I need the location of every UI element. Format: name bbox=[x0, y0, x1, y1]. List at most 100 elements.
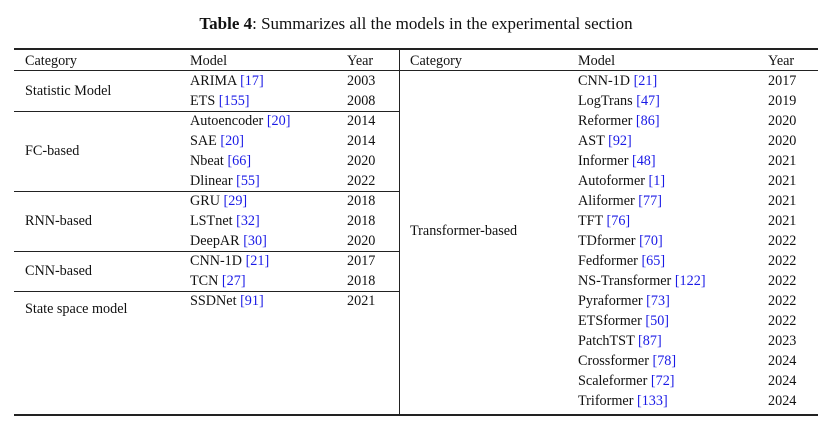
citation-link[interactable]: [20] bbox=[220, 133, 244, 149]
citation-link[interactable]: [32] bbox=[236, 213, 260, 229]
table-row-model: TDformer [70] bbox=[578, 231, 663, 251]
table-row-model: Scaleformer [72] bbox=[578, 371, 675, 391]
citation-link[interactable]: [66] bbox=[227, 153, 252, 169]
table-row-model: PatchTST [87] bbox=[578, 331, 662, 351]
citation-link[interactable]: [91] bbox=[240, 293, 264, 309]
table-row-year: 2003 bbox=[347, 73, 376, 89]
citation-link[interactable]: [76] bbox=[606, 213, 631, 229]
table-row-model: GRU [29] bbox=[190, 191, 247, 211]
table-row-model: SSDNet [91] bbox=[190, 291, 264, 311]
table-top-rule bbox=[14, 48, 818, 50]
table-row-model: TCN [27] bbox=[190, 271, 246, 291]
citation-link[interactable]: [50] bbox=[645, 313, 670, 329]
citation-link[interactable]: [72] bbox=[650, 373, 675, 389]
model-name: CNN-1D bbox=[578, 73, 634, 89]
model-name: Triformer bbox=[578, 393, 637, 409]
category-label: Transformer-based bbox=[410, 223, 518, 239]
category-label: State space model bbox=[25, 301, 128, 317]
table-row-model: Reformer [86] bbox=[578, 111, 660, 131]
citation-link[interactable]: [77] bbox=[638, 193, 662, 209]
table-row-model: Informer [48] bbox=[578, 151, 656, 171]
table-row-year: 2023 bbox=[768, 333, 797, 349]
table-row-year: 2022 bbox=[347, 173, 376, 189]
header-category-right: Category bbox=[410, 53, 463, 69]
table-caption-text: : Summarizes all the models in the exper… bbox=[252, 14, 633, 33]
table-row-model: TFT [76] bbox=[578, 211, 630, 231]
header-model-left: Model bbox=[190, 53, 228, 69]
citation-link[interactable]: [122] bbox=[674, 273, 706, 289]
table-row-model: CNN-1D [21] bbox=[578, 71, 657, 91]
model-name: DeepAR bbox=[190, 233, 244, 249]
header-model-right: Model bbox=[578, 53, 616, 69]
table-row-year: 2024 bbox=[768, 373, 797, 389]
table-row-year: 2018 bbox=[347, 213, 376, 229]
table-row-year: 2020 bbox=[768, 113, 797, 129]
citation-link[interactable]: [65] bbox=[641, 253, 666, 269]
citation-link[interactable]: [30] bbox=[243, 233, 267, 249]
citation-link[interactable]: [21] bbox=[633, 73, 658, 89]
table-row-year: 2020 bbox=[347, 233, 376, 249]
table-caption-label: Table 4 bbox=[199, 14, 253, 33]
table-row-year: 2018 bbox=[347, 193, 376, 209]
model-name: Autoformer bbox=[578, 173, 649, 189]
table-row-model: Dlinear [55] bbox=[190, 171, 260, 191]
group-separator-rule bbox=[14, 190, 399, 192]
table-row-year: 2014 bbox=[347, 113, 376, 129]
citation-link[interactable]: [1] bbox=[648, 173, 666, 189]
model-name: Dlinear bbox=[190, 173, 237, 189]
table-row-year: 2022 bbox=[768, 293, 797, 309]
model-name: TFT bbox=[578, 213, 607, 229]
model-name: ETSformer bbox=[578, 313, 646, 329]
table-row-model: AST [92] bbox=[578, 131, 632, 151]
citation-link[interactable]: [20] bbox=[266, 113, 291, 129]
model-name: SAE bbox=[190, 133, 221, 149]
citation-link[interactable]: [55] bbox=[236, 173, 260, 189]
citation-link[interactable]: [17] bbox=[240, 73, 264, 89]
table-row-year: 2022 bbox=[768, 273, 797, 289]
table-row-model: Crossformer [78] bbox=[578, 351, 676, 371]
category-label: CNN-based bbox=[25, 263, 92, 279]
citation-link[interactable]: [86] bbox=[635, 113, 660, 129]
table-row-year: 2022 bbox=[768, 253, 797, 269]
citation-link[interactable]: [70] bbox=[639, 233, 663, 249]
citation-link[interactable]: [78] bbox=[652, 353, 677, 369]
table-row-model: SAE [20] bbox=[190, 131, 244, 151]
citation-link[interactable]: [48] bbox=[631, 153, 656, 169]
table-bottom-rule bbox=[14, 414, 818, 416]
table-row-year: 2017 bbox=[768, 73, 797, 89]
citation-link[interactable]: [27] bbox=[221, 273, 246, 289]
group-separator-rule bbox=[14, 250, 399, 252]
citation-link[interactable]: [87] bbox=[638, 333, 662, 349]
table-row-year: 2018 bbox=[347, 273, 376, 289]
table-row-year: 2021 bbox=[768, 213, 797, 229]
table-row-model: ETS [155] bbox=[190, 91, 250, 111]
model-name: Informer bbox=[578, 153, 632, 169]
citation-link[interactable]: [73] bbox=[646, 293, 670, 309]
table-row-year: 2022 bbox=[768, 313, 797, 329]
table-row-model: Fedformer [65] bbox=[578, 251, 665, 271]
model-name: Fedformer bbox=[578, 253, 642, 269]
table-header-rule bbox=[14, 70, 818, 71]
table-row-year: 2024 bbox=[768, 353, 797, 369]
table-row-year: 2008 bbox=[347, 93, 376, 109]
table-row-year: 2021 bbox=[347, 293, 376, 309]
model-name: PatchTST bbox=[578, 333, 639, 349]
citation-link[interactable]: [133] bbox=[636, 393, 668, 409]
table-row-model: Aliformer [77] bbox=[578, 191, 662, 211]
citation-link[interactable]: [47] bbox=[636, 93, 660, 109]
header-year-right: Year bbox=[768, 53, 795, 69]
citation-link[interactable]: [29] bbox=[223, 193, 248, 209]
table-row-model: Pyraformer [73] bbox=[578, 291, 670, 311]
table-row-year: 2014 bbox=[347, 133, 376, 149]
model-name: TCN bbox=[190, 273, 222, 289]
citation-link[interactable]: [155] bbox=[218, 93, 250, 109]
table-row-model: ETSformer [50] bbox=[578, 311, 669, 331]
citation-link[interactable]: [21] bbox=[245, 253, 270, 269]
column-divider bbox=[398, 48, 400, 415]
model-name: Autoencoder bbox=[190, 113, 267, 129]
citation-link[interactable]: [92] bbox=[608, 133, 632, 149]
model-name: LSTnet bbox=[190, 213, 237, 229]
model-name: CNN-1D bbox=[190, 253, 246, 269]
model-name: AST bbox=[578, 133, 609, 149]
table-caption: Table 4: Summarizes all the models in th… bbox=[0, 14, 832, 34]
